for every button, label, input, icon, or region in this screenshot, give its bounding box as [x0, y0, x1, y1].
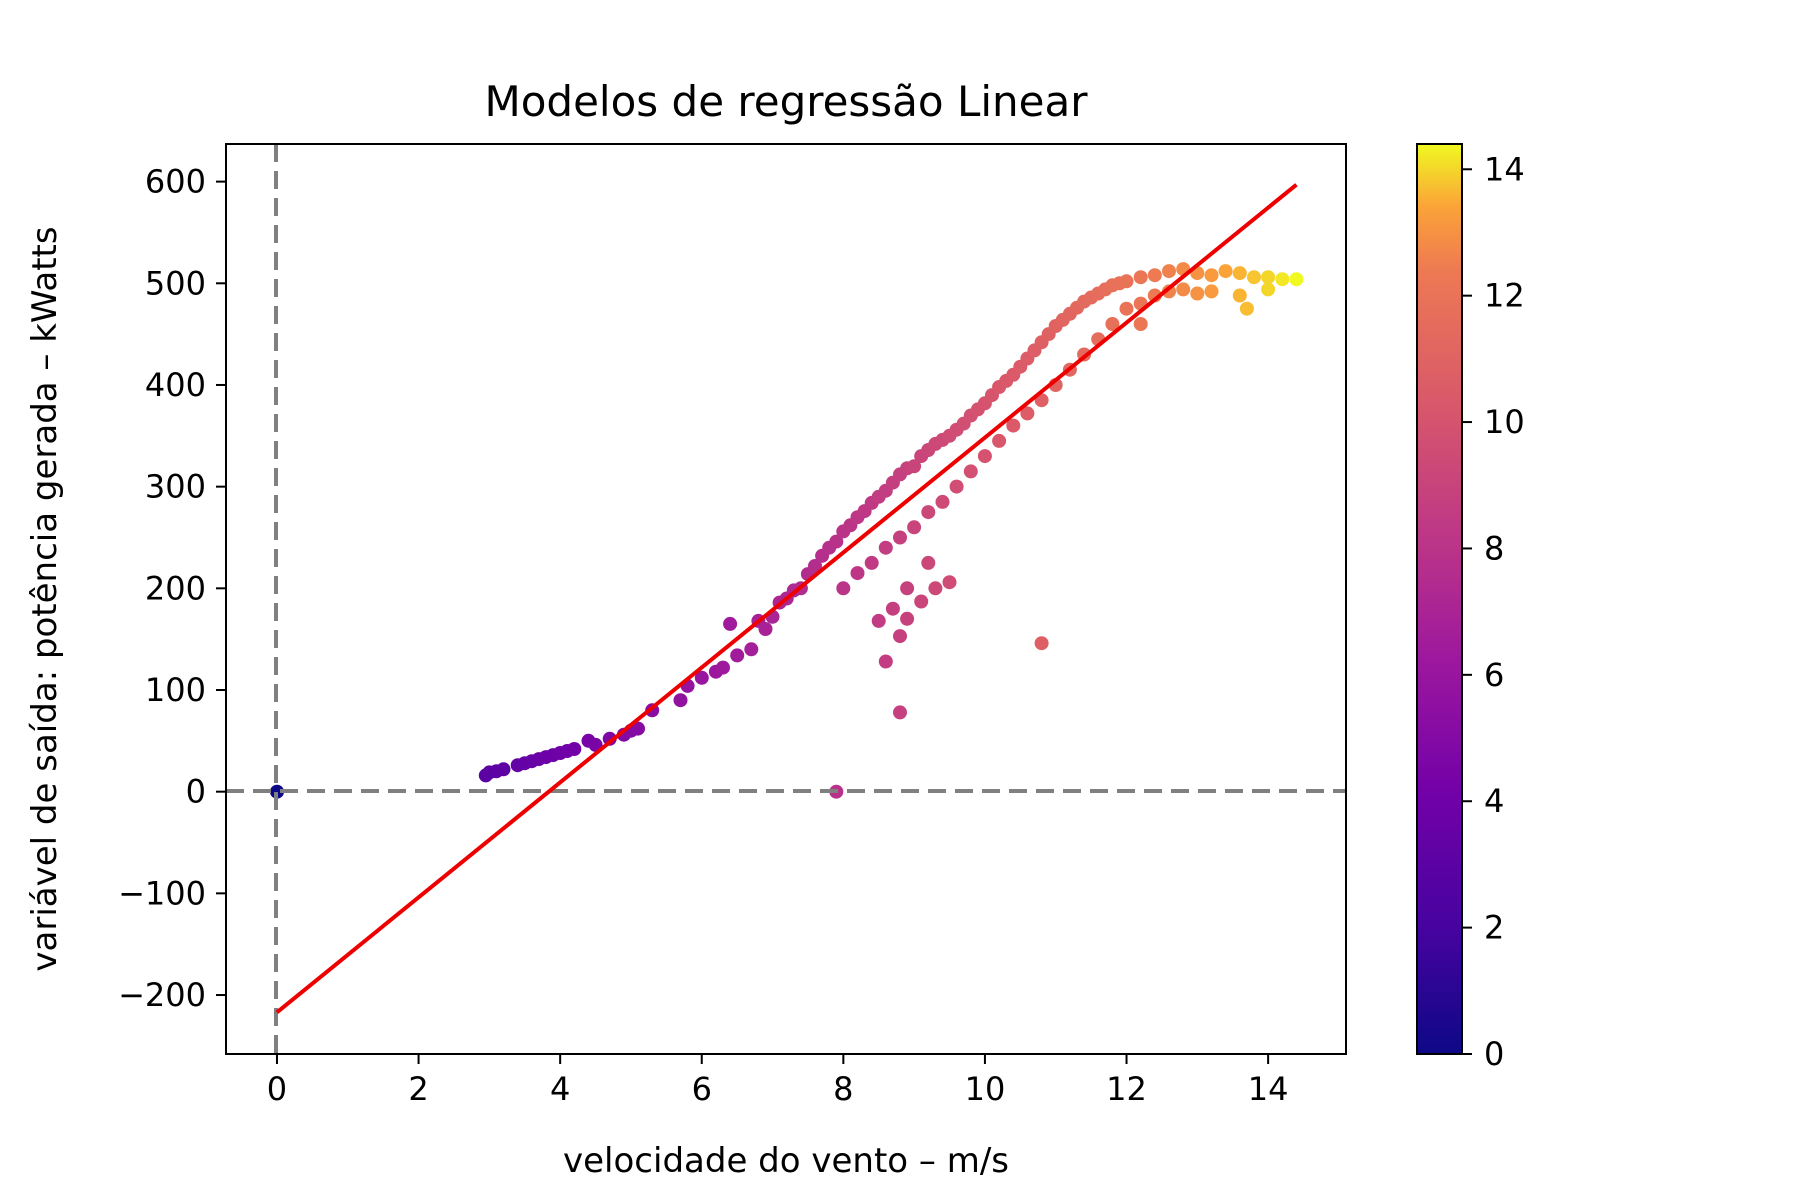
y-axis-label: variável de saída: potência gerada – kWa…: [25, 226, 65, 971]
scatter-point: [885, 601, 900, 616]
scatter-point: [907, 459, 922, 474]
scatter-point: [864, 555, 879, 570]
scatter-point: [1133, 270, 1148, 285]
scatter-point: [900, 611, 915, 626]
regression-line: [275, 183, 1298, 1014]
scatter-point: [1204, 284, 1219, 299]
scatter-point: [1261, 282, 1276, 297]
scatter-point: [744, 642, 759, 657]
y-tick-label: 300: [145, 468, 206, 506]
scatter-point: [1119, 274, 1134, 289]
colorbar-tick-label: 14: [1484, 150, 1525, 188]
scatter-point: [914, 594, 929, 609]
colorbar-gradient: [1416, 143, 1463, 1055]
scatter-point: [1133, 317, 1148, 331]
x-tick-label: 6: [692, 1070, 712, 1108]
scatter-point: [730, 648, 745, 663]
chart-title: Modelos de regressão Linear: [485, 77, 1089, 126]
scatter-point: [716, 660, 730, 675]
x-tick-label: 4: [550, 1070, 570, 1108]
colorbar-tick-label: 6: [1484, 656, 1504, 694]
scatter-point: [1218, 264, 1233, 279]
scatter-point: [921, 505, 936, 520]
scatter-point: [1247, 270, 1261, 285]
x-tick-label: 12: [1106, 1070, 1147, 1108]
scatter-point: [1190, 286, 1205, 301]
y-tick-label: 0: [186, 773, 206, 811]
scatter-point: [893, 705, 907, 720]
scatter-point: [1289, 272, 1304, 287]
scatter-point: [893, 530, 907, 545]
scatter-point: [900, 581, 915, 596]
scatter-point: [694, 670, 709, 685]
scatter-point: [758, 622, 773, 636]
y-tick-label: −200: [118, 976, 206, 1014]
scatter-point: [949, 479, 964, 494]
scatter-point: [1162, 264, 1176, 279]
y-tick-label: 400: [145, 366, 206, 404]
colorbar-tick-label: 12: [1484, 277, 1525, 315]
colorbar: 0 2 4 6 8 10 12 14: [1416, 143, 1525, 1073]
scatter-point: [602, 731, 617, 746]
scatter-point: [878, 540, 893, 555]
scatter-point: [808, 559, 822, 573]
scatter-point: [850, 566, 865, 581]
scatter-point: [921, 555, 936, 570]
y-tick-label: 600: [145, 163, 206, 201]
scatter-point: [723, 616, 738, 631]
x-tick-label: 2: [408, 1070, 428, 1108]
scatter-point: [836, 581, 851, 596]
scatter-point: [1006, 418, 1021, 433]
colorbar-tick-label: 0: [1484, 1035, 1504, 1073]
scatter-point: [1232, 266, 1247, 281]
colorbar-tick-label: 2: [1484, 909, 1504, 947]
y-tick-label: 100: [145, 671, 206, 709]
scatter-points: [270, 262, 1304, 799]
x-tick-label: 10: [965, 1070, 1006, 1108]
colorbar-tick-label: 4: [1484, 782, 1504, 820]
y-tick-label: −100: [118, 874, 206, 912]
scatter-point: [673, 693, 688, 708]
scatter-point: [992, 433, 1007, 448]
scatter-point: [1261, 270, 1276, 285]
scatter-point: [829, 534, 844, 549]
colorbar-tick-label: 10: [1484, 403, 1525, 441]
scatter-point: [567, 742, 582, 756]
scatter-point: [1020, 406, 1035, 421]
scatter-point: [878, 654, 893, 669]
scatter-point: [907, 520, 922, 535]
scatter-point: [871, 613, 886, 628]
colorbar-axis: 0 2 4 6 8 10 12 14: [1462, 150, 1525, 1073]
y-tick-label: 200: [145, 569, 206, 607]
scatter-point: [893, 629, 907, 644]
colorbar-tick-label: 8: [1484, 529, 1504, 567]
scatter-point: [935, 494, 950, 509]
scatter-point: [1034, 636, 1049, 651]
scatter-point: [1239, 301, 1254, 316]
y-axis: −200 −100 0 100 200 300 400 500 600: [118, 163, 226, 1014]
scatter-point: [928, 581, 943, 596]
y-tick-label: 500: [145, 264, 206, 302]
scatter-point: [1162, 284, 1176, 299]
plot-frame: [225, 143, 1347, 1055]
scatter-point: [977, 449, 992, 464]
scatter-point: [496, 762, 511, 777]
scatter-point: [942, 575, 957, 590]
scatter-point: [1119, 301, 1134, 316]
scatter-point: [270, 784, 284, 799]
x-tick-label: 8: [833, 1070, 853, 1108]
scatter-point: [1275, 272, 1290, 287]
x-axis-label: velocidade do vento – m/s: [563, 1141, 1009, 1181]
scatter-point: [631, 721, 645, 736]
scatter-point: [1147, 268, 1162, 283]
x-tick-label: 0: [267, 1070, 287, 1108]
scatter-point: [1176, 282, 1191, 297]
scatter-point: [1105, 317, 1120, 331]
scatter-point: [1204, 268, 1219, 283]
scatter-point: [963, 464, 978, 479]
x-axis: 0 2 4 6 8 10 12 14: [267, 1054, 1289, 1108]
x-tick-label: 14: [1248, 1070, 1289, 1108]
scatter-point: [1232, 288, 1247, 303]
